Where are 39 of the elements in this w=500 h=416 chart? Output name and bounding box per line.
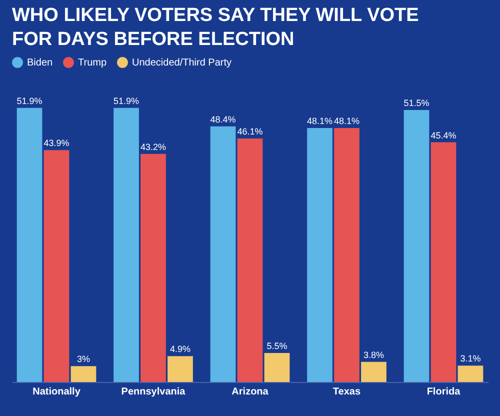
x-tick-label: Florida [426,386,461,398]
bar [307,128,332,382]
data-label: 3% [76,354,90,364]
data-label: 46.1% [237,126,263,137]
data-label: 45.4% [430,130,456,140]
bar [114,108,139,382]
x-tick-label: Pennsylvania [121,386,186,398]
bar [264,352,290,382]
data-label: 48.4% [210,114,236,124]
bar [210,126,236,382]
bar [16,108,42,382]
data-label: 51.5% [404,98,430,108]
bar [237,138,263,382]
data-label: 51.9% [16,96,42,106]
bar [140,154,166,382]
bar [361,362,386,382]
chart-title: WHO LIKELY VOTERS SAY THEY WILL VOTE FOR DAYS BEFORE ELECTION [12,5,419,50]
bar [404,110,430,382]
data-label: 48.1% [334,116,360,126]
x-tick-label: Arizona [232,386,269,398]
bar [334,128,360,382]
bar [70,366,96,382]
data-label: 43.2% [140,142,166,152]
data-label: 48.1% [307,116,333,126]
data-label: 3.8% [363,350,384,360]
data-label: 4.9% [170,344,190,354]
x-tick-label: Nationally [32,386,81,398]
legend-label: Undecided/Third Party [132,58,232,69]
legend-label: Biden [27,58,53,69]
data-label: 43.9% [44,138,70,148]
legend-label: Trump [78,58,107,69]
bar [430,142,456,382]
bar [458,366,484,382]
data-label: 5.5% [266,340,288,351]
data-label: 3.1% [460,354,481,364]
bar [44,150,70,382]
bar [168,356,193,382]
data-label: 51.9% [114,96,140,106]
x-tick-label: Texas [332,386,361,398]
